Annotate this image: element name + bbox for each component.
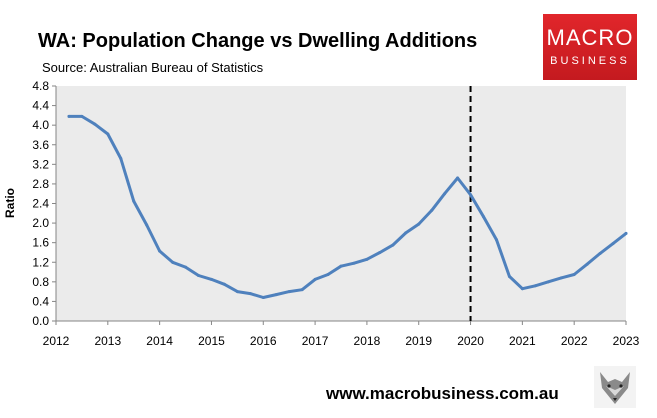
data-point (559, 276, 563, 280)
data-point (184, 265, 188, 269)
x-tick-label: 2018 (354, 334, 381, 348)
data-point (235, 290, 239, 294)
x-tick-label: 2012 (43, 334, 70, 348)
data-point (158, 249, 162, 253)
data-point (598, 251, 602, 255)
data-point (482, 215, 485, 219)
data-point (339, 264, 343, 268)
data-point (261, 296, 265, 299)
x-tick-label: 2019 (405, 334, 432, 348)
y-tick-label: 4.0 (32, 118, 49, 132)
data-point (443, 192, 447, 196)
x-tick-label: 2017 (302, 334, 329, 348)
y-tick-label: 3.2 (32, 157, 49, 171)
footer-url[interactable]: www.macrobusiness.com.au (326, 384, 559, 403)
y-tick-label: 4.4 (32, 99, 49, 113)
macrobusiness-logo: MACRO BUSINESS (543, 14, 637, 80)
data-point (80, 114, 84, 118)
data-point (533, 284, 537, 288)
data-point (507, 274, 511, 278)
data-point (456, 176, 460, 180)
data-point (624, 231, 628, 235)
data-point (287, 290, 291, 294)
y-tick-label: 0.4 (32, 294, 49, 308)
data-point (378, 250, 382, 254)
chart-source: Source: Australian Bureau of Statistics (42, 60, 264, 75)
data-point (67, 114, 71, 118)
data-point (145, 223, 149, 227)
data-point (417, 222, 421, 226)
y-tick-label: 2.4 (32, 197, 49, 211)
x-tick-label: 2015 (198, 334, 225, 348)
y-tick-label: 0.0 (32, 314, 49, 328)
y-axis-label: Ratio (3, 188, 17, 218)
data-point (546, 280, 550, 284)
data-point (365, 257, 369, 261)
data-point (197, 273, 200, 277)
data-point (209, 277, 213, 281)
data-point (520, 287, 524, 291)
data-point (404, 231, 408, 235)
logo-line-1: MACRO (546, 25, 634, 50)
data-point (494, 238, 498, 242)
data-point (469, 193, 473, 197)
x-axis: 2012 2013 2014 2015 2016 2017 2018 2019 2020 2021… (43, 321, 640, 348)
data-point (572, 272, 576, 276)
data-point (313, 277, 317, 281)
x-tick-label: 2023 (613, 334, 640, 348)
data-point (352, 261, 356, 265)
y-tick-label: 4.8 (32, 79, 49, 93)
x-tick-label: 2014 (146, 334, 173, 348)
y-tick-label: 2.8 (32, 177, 49, 191)
x-tick-label: 2013 (94, 334, 121, 348)
chart-title: WA: Population Change vs Dwelling Additi… (38, 30, 478, 52)
data-point (106, 132, 110, 136)
ratio-series-points (67, 114, 628, 299)
data-point (430, 208, 434, 212)
y-tick-label: 0.8 (32, 275, 49, 289)
data-point (300, 288, 304, 292)
y-tick-label: 1.2 (32, 255, 49, 269)
data-point (611, 242, 615, 246)
data-point (274, 293, 278, 297)
fox-logo-icon (594, 366, 636, 408)
data-point (248, 292, 252, 296)
y-tick-label: 2.0 (32, 216, 49, 230)
data-point (391, 243, 395, 247)
y-axis: 0.0 0.4 0.8 1.2 1.6 2.0 2.4 2.8 3.2 3.6 4.0 4.4 4.8 (32, 79, 56, 328)
y-tick-label: 3.6 (32, 138, 49, 152)
data-point (119, 156, 123, 160)
x-tick-label: 2016 (250, 334, 277, 348)
x-tick-label: 2020 (457, 334, 484, 348)
data-point (93, 122, 97, 126)
data-point (171, 260, 175, 264)
data-point (326, 272, 330, 276)
data-point (585, 262, 589, 266)
plot-area (56, 86, 626, 321)
y-tick-label: 1.6 (32, 236, 49, 250)
x-tick-label: 2022 (561, 334, 588, 348)
ratio-series-line (67, 114, 628, 299)
logo-line-2: BUSINESS (550, 55, 630, 67)
data-point (222, 282, 226, 286)
x-tick-label: 2021 (509, 334, 536, 348)
data-point (132, 199, 136, 203)
